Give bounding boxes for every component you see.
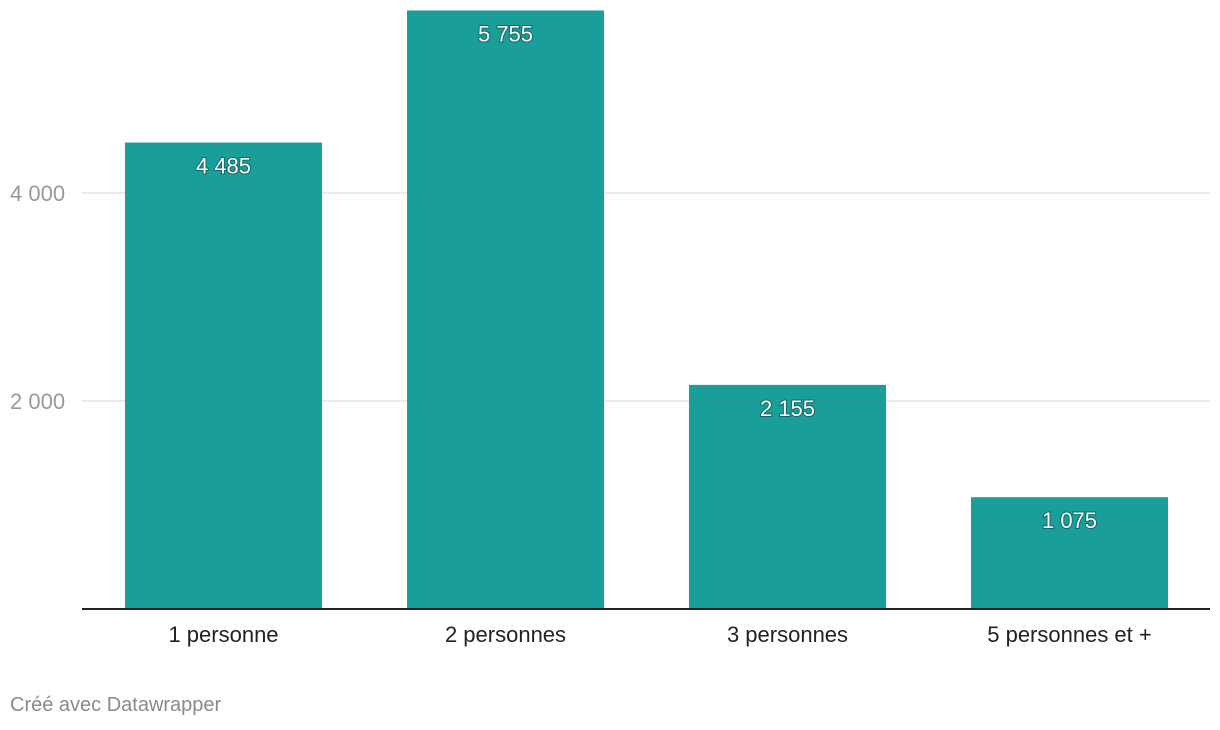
x-tick-label: 3 personnes: [727, 622, 848, 647]
chart-credit: Créé avec Datawrapper: [10, 694, 222, 716]
bar-value-label: 1 075: [1042, 508, 1097, 533]
bar: [407, 10, 604, 610]
bar-value-label: 4 485: [196, 154, 251, 179]
bars: [125, 10, 1168, 610]
bar: [689, 384, 886, 609]
y-tick-label: 4 000: [10, 181, 65, 206]
bar: [971, 497, 1168, 609]
bar-value-label: 2 155: [760, 396, 815, 421]
bar: [125, 142, 322, 609]
x-tick-label: 2 personnes: [445, 622, 566, 647]
y-tick-label: 2 000: [10, 389, 65, 414]
bar-value-label: 5 755: [478, 21, 533, 46]
x-axis-ticks: 1 personne 2 personnes 3 personnes 5 person…: [168, 622, 1151, 647]
bar-chart: 2 000 4 000 4 485 5 755 2 155 1 075 1 person…: [10, 10, 1210, 647]
y-axis-ticks: 2 000 4 000: [10, 181, 65, 414]
data-labels: 4 485 5 755 2 155 1 075: [195, 20, 1098, 534]
x-tick-label: 1 personne: [168, 622, 278, 647]
x-tick-label: 5 personnes et +: [987, 622, 1152, 647]
